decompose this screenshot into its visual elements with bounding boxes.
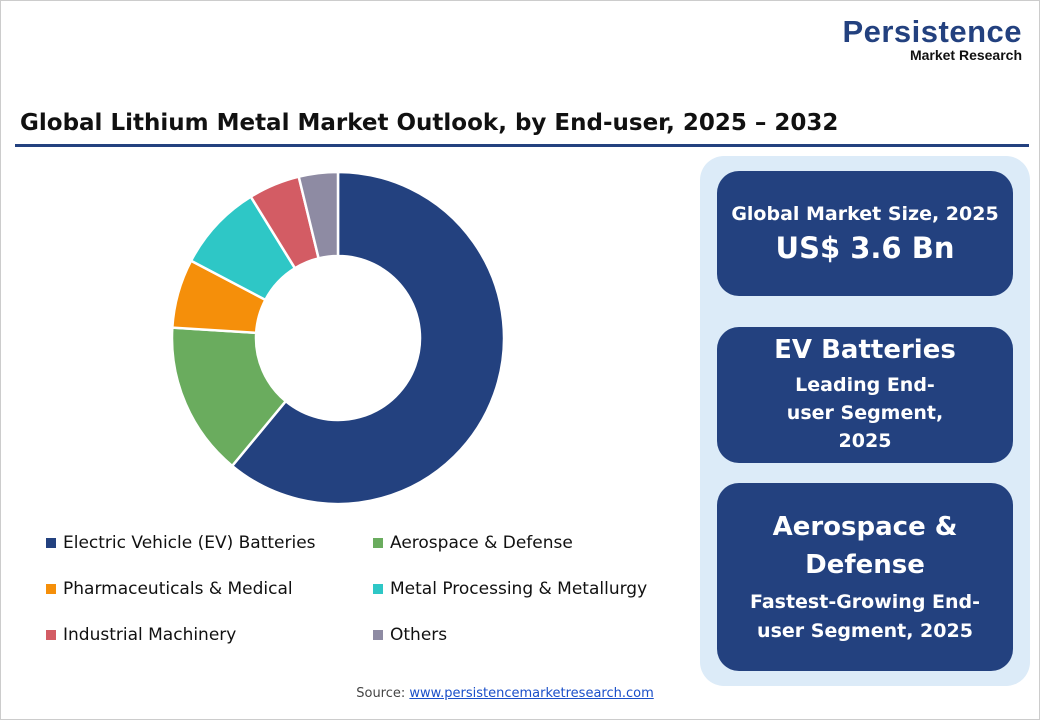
title-divider: [15, 144, 1029, 147]
logo-subtitle: Market Research: [909, 47, 1022, 63]
legend-item: Pharmaceuticals & Medical: [46, 578, 373, 599]
card-value: US$ 3.6 Bn: [775, 230, 955, 265]
fastest-growing-card: Aerospace & Defense Fastest-Growing End-…: [717, 483, 1013, 671]
legend: Electric Vehicle (EV) Batteries Aerospace…: [46, 532, 686, 645]
source-prefix: Source:: [356, 686, 410, 701]
card-label: Global Market Size, 2025: [731, 202, 999, 225]
card-value: EV Batteries: [774, 335, 956, 365]
legend-item: Metal Processing & Metallurgy: [373, 578, 673, 599]
legend-label: Metal Processing & Metallurgy: [390, 578, 648, 599]
donut-chart: [170, 170, 506, 506]
legend-item: Others: [373, 624, 673, 645]
logo: Persistence Market Research: [842, 14, 1022, 63]
legend-item: Electric Vehicle (EV) Batteries: [46, 532, 373, 553]
legend-swatch: [373, 583, 383, 594]
leading-segment-card: EV Batteries Leading End-user Segment, 2…: [717, 327, 1013, 463]
donut-slice-electric-vehicle-ev-batteries: [230, 170, 506, 506]
legend-item: Industrial Machinery: [46, 624, 373, 645]
card-value: Aerospace & Defense: [772, 512, 958, 580]
card-label: Fastest-Growing End-user Segment, 2025: [749, 591, 981, 642]
logo-name: Persistence: [842, 14, 1022, 49]
legend-item: Aerospace & Defense: [373, 532, 673, 553]
source: Source: www.persistencemarketresearch.co…: [0, 686, 1010, 701]
legend-label: Aerospace & Defense: [390, 532, 573, 553]
chart-title: Global Lithium Metal Market Outlook, by …: [20, 110, 839, 136]
legend-swatch: [46, 537, 56, 548]
legend-label: Industrial Machinery: [63, 624, 237, 645]
market-size-card: Global Market Size, 2025 US$ 3.6 Bn: [717, 171, 1013, 296]
card-label: Leading End-user Segment, 2025: [786, 374, 944, 452]
legend-swatch: [46, 583, 56, 594]
legend-swatch: [46, 629, 56, 640]
legend-swatch: [373, 629, 383, 640]
legend-label: Others: [390, 624, 448, 645]
donut-slice-others: [297, 170, 340, 260]
source-link[interactable]: www.persistencemarketresearch.com: [409, 686, 654, 701]
legend-swatch: [373, 537, 383, 548]
legend-label: Electric Vehicle (EV) Batteries: [63, 532, 316, 553]
legend-label: Pharmaceuticals & Medical: [63, 578, 293, 599]
